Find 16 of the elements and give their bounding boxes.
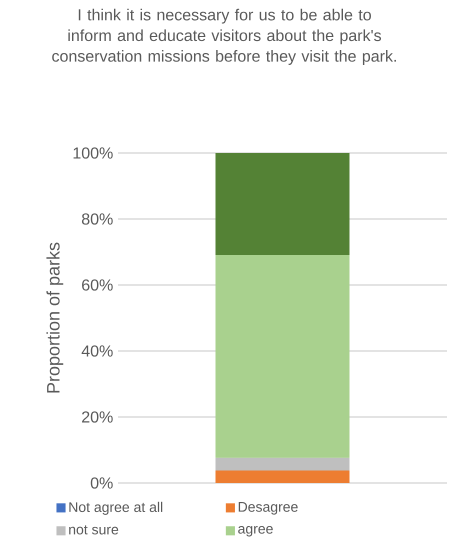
bar <box>215 458 350 470</box>
y-tick-label: 20% <box>82 411 113 423</box>
legend-label: not sure <box>69 525 118 534</box>
y-axis-title: Proportion of parks <box>46 242 64 393</box>
legend-label: agree <box>238 526 273 536</box>
bar <box>215 254 350 458</box>
y-tick-label: 0% <box>90 477 113 489</box>
bar <box>215 470 350 483</box>
chart-title: I think it is necessary for us to be able to inform and educate visitors about the park's conservation missions before they visit the park. <box>52 8 396 65</box>
y-tick-label: 40% <box>82 345 113 357</box>
legend-label: Desagree <box>238 502 298 515</box>
y-tick-label: 60% <box>82 279 113 291</box>
legend-label: Not agree at all <box>69 502 162 515</box>
y-tick-label: 100% <box>74 147 113 159</box>
bar <box>215 153 350 255</box>
y-tick-label: 80% <box>82 213 113 225</box>
